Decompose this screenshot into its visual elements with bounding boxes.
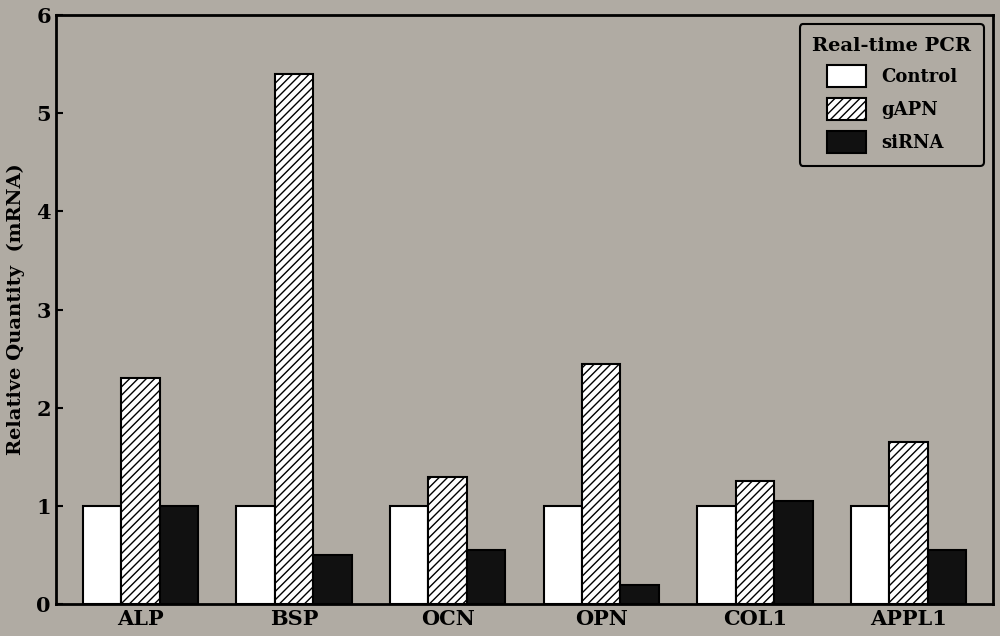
Bar <box>121 378 160 604</box>
Bar <box>313 555 352 604</box>
Bar <box>736 481 774 604</box>
Bar <box>928 550 966 604</box>
Bar <box>582 364 620 604</box>
Bar <box>160 506 198 604</box>
Bar <box>428 476 467 604</box>
Bar <box>83 506 121 604</box>
Y-axis label: Relative Quantity  (mRNA): Relative Quantity (mRNA) <box>7 163 25 455</box>
Bar <box>236 506 275 604</box>
Bar <box>774 501 813 604</box>
Bar <box>275 74 313 604</box>
Bar <box>851 506 889 604</box>
Bar <box>889 442 928 604</box>
Bar <box>697 506 736 604</box>
Bar <box>620 584 659 604</box>
Bar <box>467 550 505 604</box>
Legend: Control, gAPN, siRNA: Control, gAPN, siRNA <box>800 24 984 166</box>
Bar <box>390 506 428 604</box>
Bar <box>544 506 582 604</box>
